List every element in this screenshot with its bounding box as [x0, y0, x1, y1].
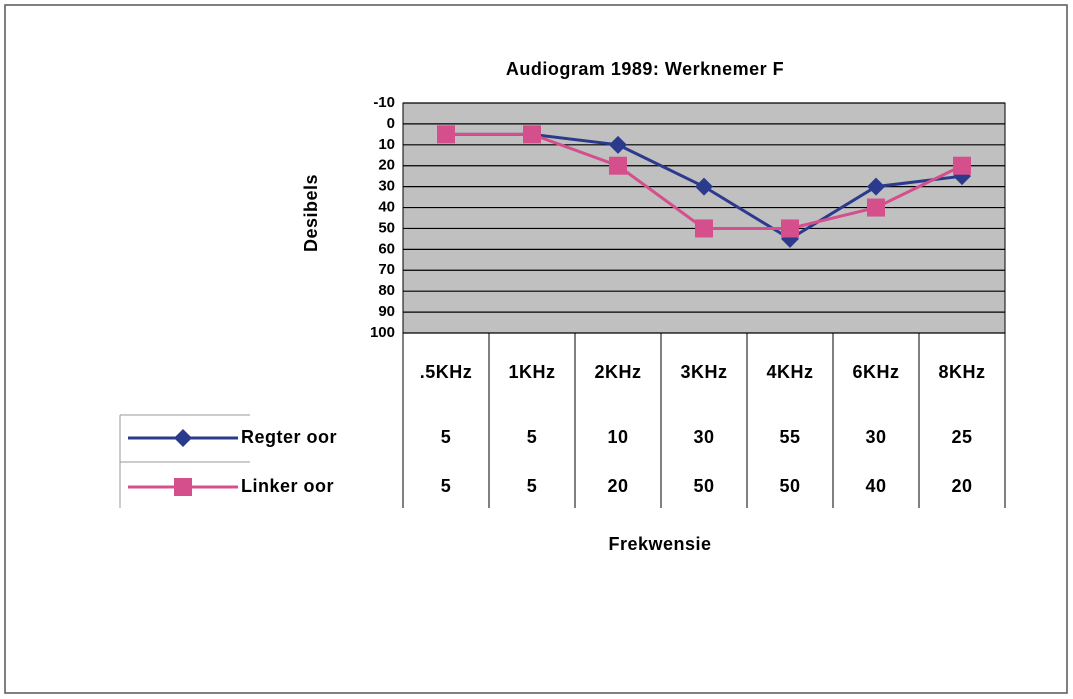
- table-value: 10: [607, 427, 628, 447]
- x-axis-label: Frekwensie: [608, 534, 711, 554]
- y-tick-label: 10: [378, 136, 395, 153]
- point: [609, 156, 627, 175]
- legend-marker: [174, 478, 192, 496]
- point: [523, 125, 541, 144]
- table-value: 55: [779, 427, 800, 447]
- point: [437, 125, 455, 144]
- point: [953, 156, 971, 175]
- table-value: 50: [779, 476, 800, 496]
- plot-area: [402, 102, 1006, 334]
- point: [867, 198, 885, 217]
- x-tick-label: .5KHz: [420, 362, 473, 382]
- point: [781, 219, 799, 238]
- y-tick-label: -10: [373, 94, 395, 111]
- chart-title: Audiogram 1989: Werknemer F: [506, 59, 784, 79]
- y-tick-label: 40: [378, 199, 395, 216]
- y-tick-label: 20: [378, 157, 395, 174]
- table-value: 30: [865, 427, 886, 447]
- legend-label: Regter oor: [241, 427, 337, 447]
- x-tick-label: 3KHz: [680, 362, 727, 382]
- x-tick-label: 4KHz: [766, 362, 813, 382]
- x-tick-label: 8KHz: [938, 362, 985, 382]
- table-value: 5: [527, 427, 538, 447]
- table-value: 40: [865, 476, 886, 496]
- table-value: 20: [607, 476, 628, 496]
- y-tick-label: 80: [378, 282, 395, 299]
- table-value: 50: [693, 476, 714, 496]
- x-tick-label: 1KHz: [508, 362, 555, 382]
- point: [695, 177, 713, 196]
- y-tick-label: 0: [387, 115, 395, 132]
- y-axis-label: Desibels: [301, 174, 321, 252]
- point: [695, 219, 713, 238]
- legend-marker: [174, 429, 192, 447]
- y-tick-label: 60: [378, 240, 395, 257]
- x-tick-label: 2KHz: [594, 362, 641, 382]
- table-value: 30: [693, 427, 714, 447]
- point: [867, 177, 885, 196]
- table-value: 5: [527, 476, 538, 496]
- y-tick-label: 70: [378, 261, 395, 278]
- table-value: 20: [951, 476, 972, 496]
- table-value: 5: [441, 427, 452, 447]
- legend-label: Linker oor: [241, 476, 334, 496]
- y-tick-label: 30: [378, 178, 395, 195]
- y-tick-label: 90: [378, 303, 395, 320]
- table-value: 25: [951, 427, 972, 447]
- x-tick-label: 6KHz: [852, 362, 899, 382]
- point: [609, 135, 627, 154]
- y-tick-label: 100: [370, 324, 395, 341]
- table-value: 5: [441, 476, 452, 496]
- y-tick-label: 50: [378, 219, 395, 236]
